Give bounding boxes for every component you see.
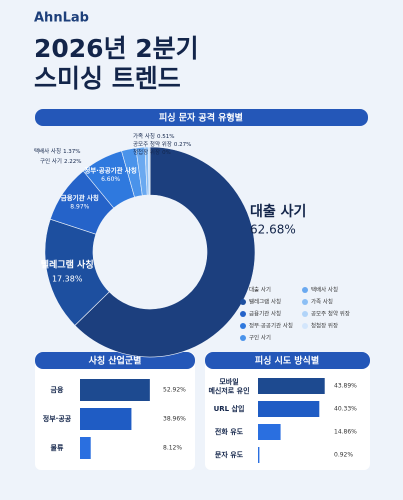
category-label-line: 메신저로 유인 <box>208 386 249 395</box>
slice-value: 2.22% <box>64 159 81 165</box>
value-label: 52.92% <box>163 387 186 394</box>
slice-label-small: 공모주 청약 위장 0.27% <box>133 140 191 148</box>
legend-swatch <box>302 287 308 293</box>
bar <box>258 378 325 394</box>
slice-value: 0.51% <box>157 134 174 140</box>
category-label: 전화 유도 <box>215 427 244 436</box>
value-label: 14.86% <box>334 429 357 436</box>
legend-swatch <box>240 287 246 293</box>
title-line: 2026년 2분기 <box>34 34 199 63</box>
slice-label-small: 청첩장 위장 0% <box>133 148 171 156</box>
legend-label: 금융기관 사칭 <box>249 310 281 318</box>
slice-value: 1.37% <box>63 149 80 155</box>
slice-label-small: 가족 사칭 0.51% <box>133 132 174 140</box>
legend-label: 택배사 사칭 <box>311 286 338 294</box>
bar <box>80 408 132 430</box>
bar <box>80 379 150 401</box>
legend-swatch <box>240 323 246 329</box>
slice-label: 공모주 청약 위장 <box>133 140 172 148</box>
slice-label: 택배사 사칭 <box>34 147 61 155</box>
logo: AhnLab <box>34 11 89 26</box>
legend-swatch <box>302 299 308 305</box>
value-label: 0.92% <box>334 452 353 459</box>
bar <box>80 437 91 459</box>
slice-label: 대출 사기 <box>250 203 306 220</box>
section-title: 피싱 문자 공격 유형별 <box>159 112 243 124</box>
legend-swatch <box>302 323 308 329</box>
slice-value: 62.68% <box>250 223 296 237</box>
section-title: 피싱 시도 방식별 <box>255 355 319 367</box>
slice-label-small: 구인 사기 2.22% <box>40 157 81 165</box>
category-label: 모바일 메신저로 유인 <box>208 377 249 395</box>
slice-value: 0% <box>162 150 171 156</box>
category-label: 금융 <box>51 385 64 394</box>
slice-value: 0.27% <box>174 142 191 148</box>
slice-label: 구인 사기 <box>40 157 62 165</box>
slice-label: 가족 사칭 <box>133 132 155 140</box>
category-label: 문자 유도 <box>215 450 244 459</box>
value-label: 38.96% <box>163 416 186 423</box>
legend-label: 청첩장 위장 <box>311 322 338 330</box>
slice-label: 텔레그램 사칭 <box>41 259 94 271</box>
slice-value: 6.60% <box>101 176 120 183</box>
legend-swatch <box>240 335 246 341</box>
legend-label: 텔레그램 사칭 <box>249 298 281 306</box>
legend-label: 가족 사칭 <box>311 298 333 306</box>
bar <box>258 424 281 440</box>
category-label: 물류 <box>51 443 64 452</box>
legend-label: 구인 사기 <box>249 334 271 342</box>
section-title-bar <box>35 109 368 126</box>
category-label: 정부·공공 <box>43 414 72 423</box>
donut-slice <box>74 146 256 358</box>
legend-swatch <box>302 311 308 317</box>
section-title-bar <box>205 352 370 369</box>
legend-swatch <box>240 311 246 317</box>
value-label: 43.89% <box>334 383 357 390</box>
category-label: URL 삽입 <box>214 404 245 413</box>
legend-label: 공모주 청약 위장 <box>311 310 350 318</box>
value-label: 40.33% <box>334 406 357 413</box>
slice-label-small: 택배사 사칭 1.37% <box>34 147 81 155</box>
bar <box>258 401 320 417</box>
slice-label: 정부·공공기관 사칭 <box>84 166 137 175</box>
slice-value: 8.97% <box>70 204 89 211</box>
bar <box>258 447 260 463</box>
slice-label: 금융기관 사칭 <box>61 193 99 202</box>
slice-label: 청첩장 위장 <box>133 148 160 156</box>
slice-value: 17.38% <box>52 275 83 284</box>
section-title: 사칭 산업군별 <box>89 355 142 367</box>
legend-label: 대출 사기 <box>249 286 271 294</box>
value-label: 8.12% <box>163 445 182 452</box>
title-line: 스미싱 트렌드 <box>34 64 181 93</box>
legend-swatch <box>240 299 246 305</box>
category-label-line: 모바일 <box>219 377 238 386</box>
legend-label: 정부·공공기관 사칭 <box>249 322 293 330</box>
